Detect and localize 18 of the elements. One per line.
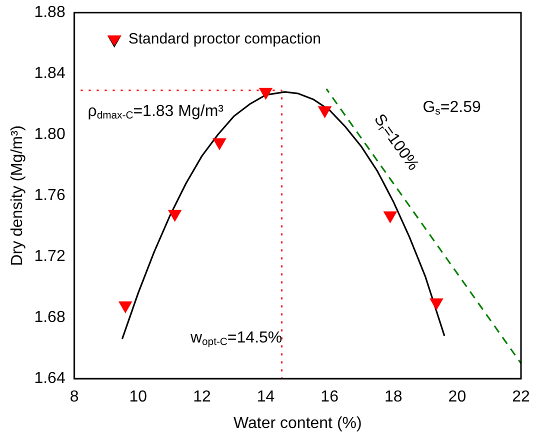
- x-tick-label: 16: [320, 388, 339, 406]
- legend-label: Standard proctor compaction: [128, 30, 321, 48]
- y-tick-label: 1.84: [34, 65, 66, 82]
- x-tick-label: 10: [129, 388, 148, 406]
- y-tick-label: 1.64: [34, 370, 66, 388]
- x-tick-label: 12: [193, 388, 211, 406]
- y-tick-label: 1.76: [34, 187, 66, 204]
- y-axis-title: Dry density (Mg/m³): [9, 125, 26, 266]
- x-tick-label: 22: [512, 388, 530, 406]
- x-tick-label: 20: [448, 388, 466, 406]
- y-tick-label: 1.88: [34, 4, 66, 22]
- x-axis-title: Water content (%): [234, 414, 362, 432]
- x-tick-label: 8: [70, 388, 79, 406]
- y-tick-label: 1.80: [34, 126, 66, 144]
- y-tick-label: 1.68: [34, 309, 66, 326]
- x-tick-label: 18: [384, 388, 402, 406]
- x-tick-label: 14: [256, 388, 275, 406]
- y-tick-label: 1.72: [34, 248, 66, 266]
